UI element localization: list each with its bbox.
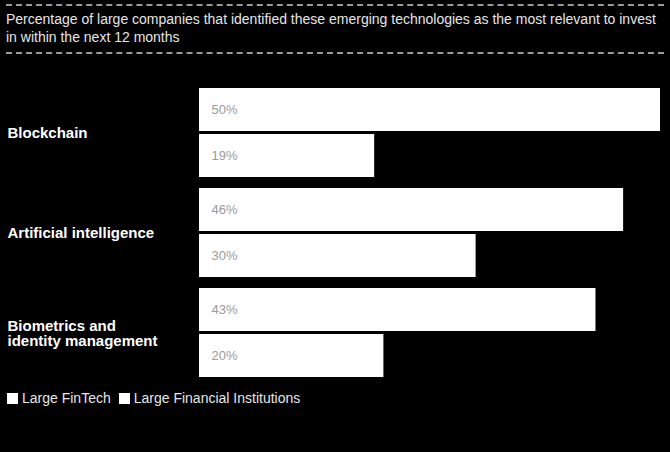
html-text:Large Financial Institutions: Large Financial Institutions [133,390,301,406]
html-text:Large FinTech: Large FinTech [22,390,111,406]
svg-text:19%: 19% [212,148,238,163]
svg-text:43%: 43% [212,302,238,317]
html-text:Percentage of large companies: Percentage of large companies that ident… [6,11,656,45]
svg-text:Blockchain: Blockchain [8,124,88,141]
svg-text:30%: 30% [212,248,238,263]
svg-text:Artificial intelligence: Artificial intelligence [8,224,155,241]
svg-text:Biometrics andidentity managem: Biometrics andidentity management [8,317,158,349]
svg-text:20%: 20% [212,348,238,363]
svg-text:46%: 46% [212,202,238,217]
svg-text:50%: 50% [212,102,238,117]
